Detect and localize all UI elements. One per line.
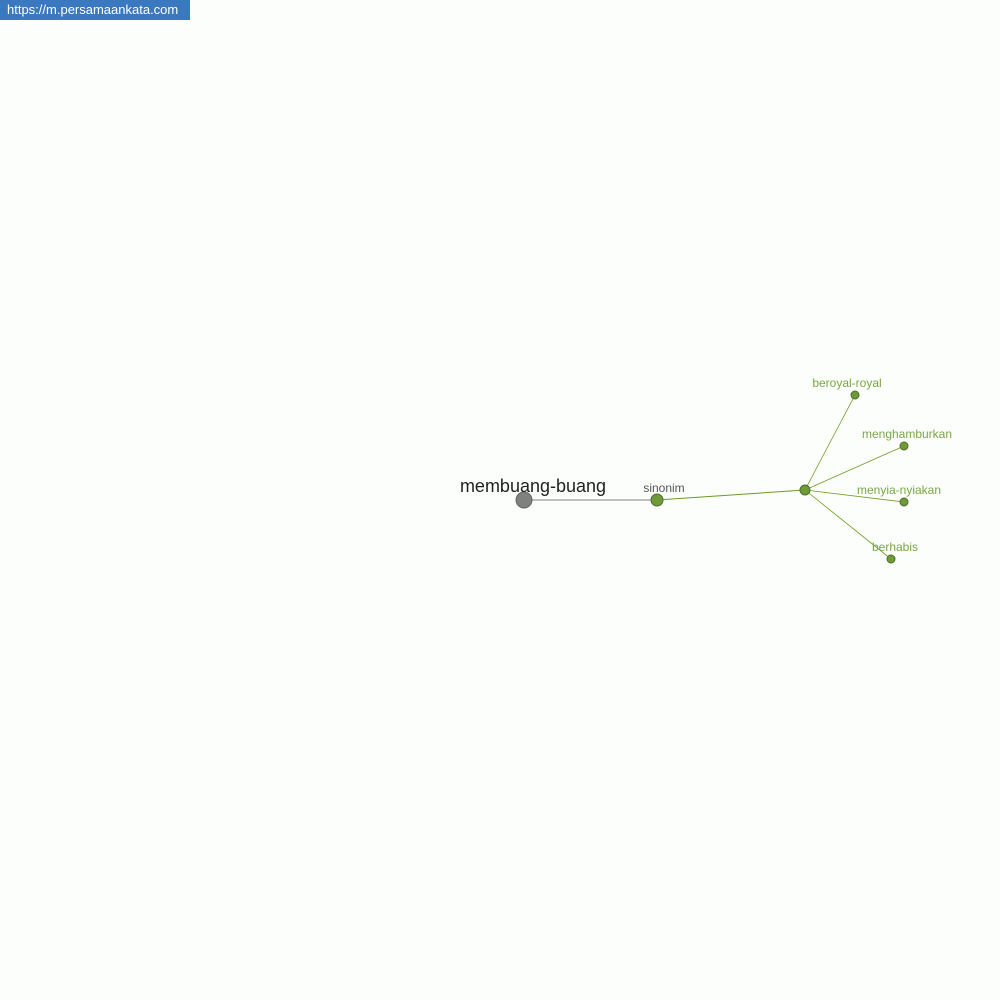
- edge-sinonim-hub: [656, 489, 806, 501]
- edge-hub-word: [804, 489, 905, 503]
- edge-hub-word: [804, 445, 905, 491]
- relation-node[interactable]: [650, 493, 664, 507]
- word-label[interactable]: berhabis: [872, 540, 918, 554]
- word-label[interactable]: menyia-nyiakan: [857, 483, 941, 497]
- site-url-badge[interactable]: https://m.persamaankata.com: [0, 0, 190, 20]
- root-node[interactable]: [515, 491, 533, 509]
- edge-hub-word: [804, 394, 856, 491]
- edge-hub-word: [804, 489, 892, 560]
- relation-label: sinonim: [643, 481, 684, 495]
- word-label[interactable]: menghamburkan: [862, 427, 952, 441]
- hub-node[interactable]: [799, 484, 811, 496]
- word-node[interactable]: [850, 390, 860, 400]
- word-node[interactable]: [899, 441, 909, 451]
- word-label[interactable]: beroyal-royal: [812, 376, 881, 390]
- root-label[interactable]: membuang-buang: [460, 476, 606, 496]
- word-node[interactable]: [886, 554, 896, 564]
- word-node[interactable]: [899, 497, 909, 507]
